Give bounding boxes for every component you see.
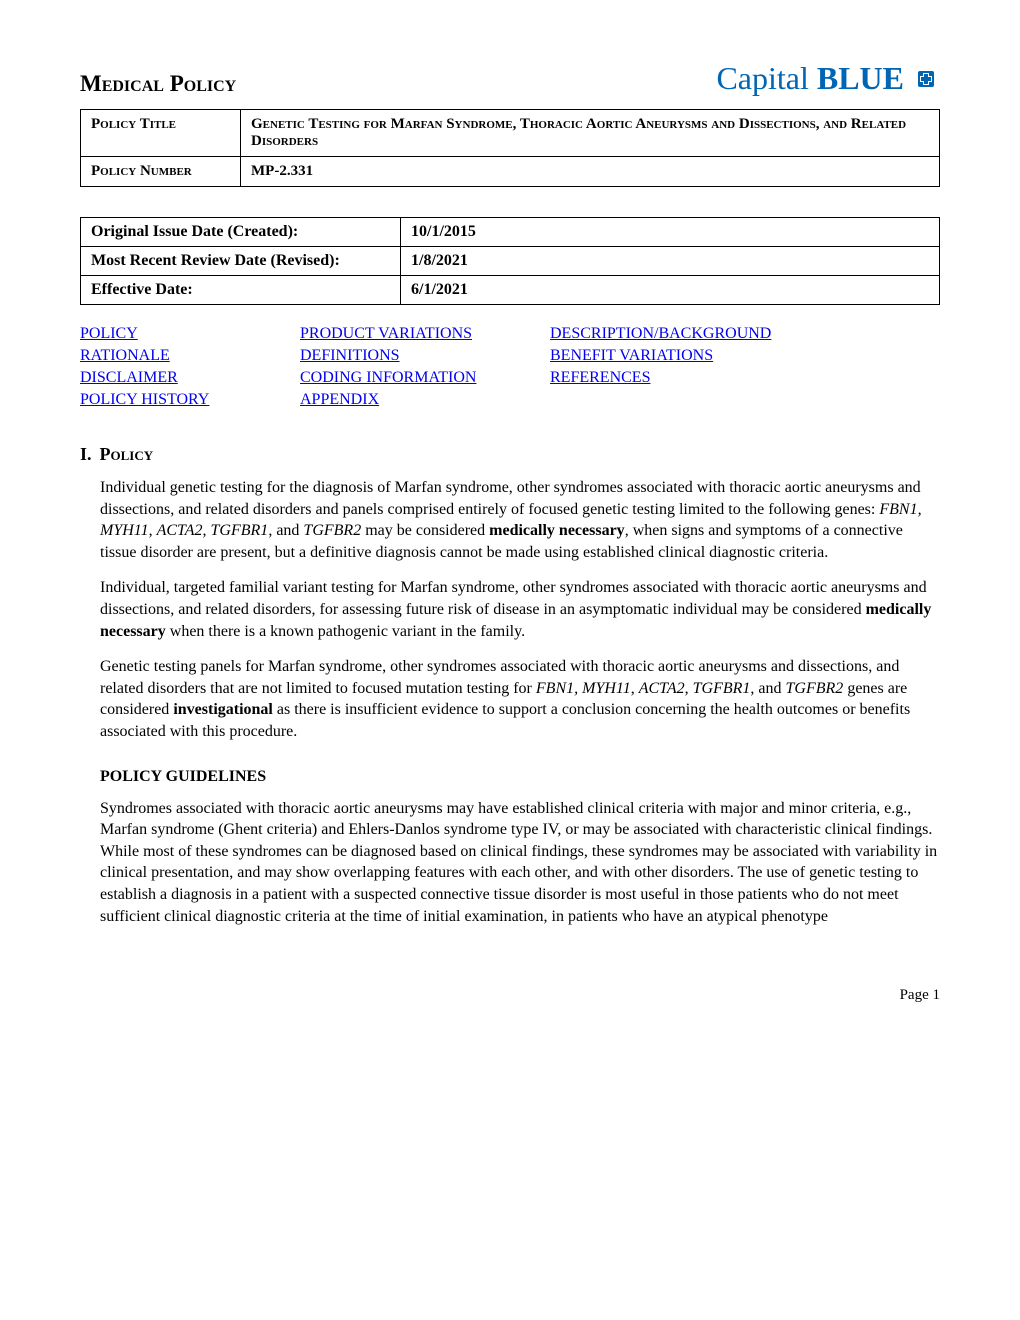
gene-name: ACTA2 [157,522,203,539]
header-row: Medical Policy Capital BLUE [80,60,940,97]
table-row: Most Recent Review Date (Revised): 1/8/2… [81,247,940,276]
text-span: Individual genetic testing for the diagn… [100,479,921,518]
table-row: Original Issue Date (Created): 10/1/2015 [81,218,940,247]
emphasis-text: investigational [173,701,273,718]
link-benefit-variations[interactable]: BENEFIT VARIATIONS [550,347,940,365]
policy-info-table: Policy Title Genetic Testing for Marfan … [80,109,940,187]
text-span: when there is a known pathogenic variant… [166,623,525,640]
gene-name: ACTA2 [639,680,685,697]
effective-date-value: 6/1/2021 [401,276,940,305]
text-span: Individual, targeted familial variant te… [100,579,927,618]
section-heading: I. Policy [80,444,940,465]
link-description-background[interactable]: DESCRIPTION/BACKGROUND [550,325,940,343]
gene-name: TGFBR1 [211,522,269,539]
link-definitions[interactable]: DEFINITIONS [300,347,530,365]
text-span: , [631,680,639,697]
effective-date-label: Effective Date: [81,276,401,305]
policy-number-label: Policy Number [81,157,241,187]
table-row: Policy Number MP-2.331 [81,157,940,187]
text-span: , and [268,522,303,539]
text-span: , and [750,680,785,697]
policy-para-3: Genetic testing panels for Marfan syndro… [100,656,940,742]
table-row: Effective Date: 6/1/2021 [81,276,940,305]
gene-name: FBN1, MYH11 [536,680,631,697]
guidelines-para-1: Syndromes associated with thoracic aorti… [100,798,940,928]
link-appendix[interactable]: APPENDIX [300,391,530,409]
original-issue-value: 10/1/2015 [401,218,940,247]
policy-para-2: Individual, targeted familial variant te… [100,577,940,642]
section-title: Policy [100,444,154,464]
link-disclaimer[interactable]: DISCLAIMER [80,369,280,387]
gene-name: TGFBR2 [303,522,361,539]
link-policy-history[interactable]: POLICY HISTORY [80,391,280,409]
section-number: I. [80,444,92,464]
policy-para-1: Individual genetic testing for the diagn… [100,477,940,563]
gene-name: TGFBR1 [693,680,751,697]
navigation-links: POLICY PRODUCT VARIATIONS DESCRIPTION/BA… [80,325,940,409]
gene-name: TGFBR2 [786,680,844,697]
page-title: Medical Policy [80,71,236,97]
link-product-variations[interactable]: PRODUCT VARIATIONS [300,325,530,343]
link-references[interactable]: REFERENCES [550,369,940,387]
review-date-label: Most Recent Review Date (Revised): [81,247,401,276]
policy-title-label: Policy Title [81,110,241,157]
text-span: , [203,522,211,539]
cross-shield-icon [912,65,940,93]
policy-section: I. Policy Individual genetic testing for … [80,444,940,927]
logo: Capital BLUE [716,60,940,97]
link-policy[interactable]: POLICY [80,325,280,343]
logo-capital-text: Capital [716,60,808,97]
empty-cell [550,391,940,409]
link-rationale[interactable]: RATIONALE [80,347,280,365]
policy-number-value: MP-2.331 [241,157,940,187]
page-footer: Page 1 [80,987,940,1004]
policy-title-value: Genetic Testing for Marfan Syndrome, Tho… [241,110,940,157]
text-span: , [149,522,157,539]
original-issue-label: Original Issue Date (Created): [81,218,401,247]
emphasis-text: medically necessary [489,522,625,539]
content-area: Individual genetic testing for the diagn… [80,477,940,927]
dates-table: Original Issue Date (Created): 10/1/2015… [80,217,940,305]
text-span: , [685,680,693,697]
text-span: may be considered [361,522,489,539]
logo-blue-text: BLUE [817,60,904,97]
table-row: Policy Title Genetic Testing for Marfan … [81,110,940,157]
review-date-value: 1/8/2021 [401,247,940,276]
guidelines-heading: POLICY GUIDELINES [100,768,940,786]
link-coding-information[interactable]: CODING INFORMATION [300,369,530,387]
